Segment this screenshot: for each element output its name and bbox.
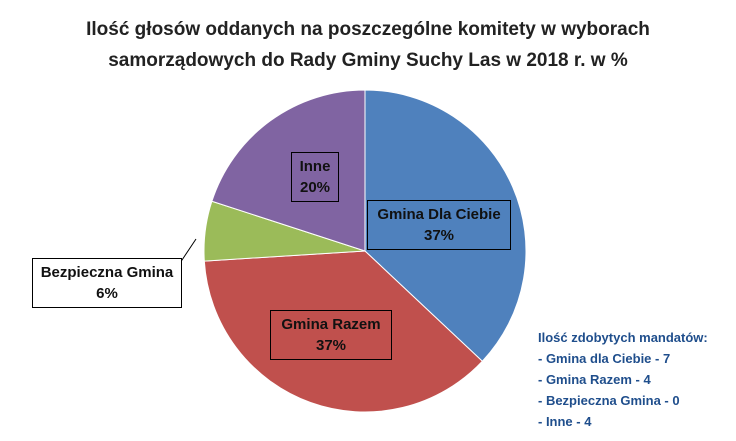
chart-title: Ilość głosów oddanych na poszczególne ko… — [0, 14, 736, 76]
mandates-item-bezpieczna-gmina: - Bezpieczna Gmina - 0 — [538, 393, 680, 408]
slice-label-gmina-razem: Gmina Razem 37% — [270, 310, 392, 360]
slice-value-gmina-razem: 37% — [315, 337, 347, 354]
slice-name-inne: Inne — [299, 158, 331, 175]
slice-name-gmina-dla-ciebie: Gmina Dla Ciebie — [377, 206, 501, 223]
mandates-heading: Ilość zdobytych mandatów: — [538, 330, 708, 345]
mandates-item-gmina-razem: - Gmina Razem - 4 — [538, 372, 651, 387]
pie-slice-gmina-dla-ciebie — [364, 89, 527, 362]
slice-label-bezpieczna-gmina: Bezpieczna Gmina 6% — [32, 258, 182, 308]
slice-label-gmina-dla-ciebie: Gmina Dla Ciebie 37% — [367, 200, 511, 250]
slice-name-bezpieczna-gmina: Bezpieczna Gmina — [40, 264, 174, 281]
mandates-item-gmina-dla-ciebie: - Gmina dla Ciebie - 7 — [538, 351, 671, 366]
chart-title-line-1: Ilość głosów oddanych na poszczególne ko… — [86, 19, 650, 40]
slice-value-inne: 20% — [299, 179, 331, 196]
pie-slice-inne — [211, 89, 366, 252]
mandates-annotation: Ilość zdobytych mandatów: - Gmina dla Ci… — [538, 327, 708, 432]
mandates-item-inne: - Inne - 4 — [538, 414, 592, 429]
chart-title-line-2: samorządowych do Rady Gminy Suchy Las w … — [108, 50, 628, 71]
slice-value-gmina-dla-ciebie: 37% — [423, 227, 455, 244]
slice-name-gmina-razem: Gmina Razem — [281, 316, 381, 333]
slice-label-inne: Inne 20% — [291, 152, 339, 202]
slice-value-bezpieczna-gmina: 6% — [96, 285, 118, 302]
pie-slice-gmina-razem — [203, 250, 484, 413]
